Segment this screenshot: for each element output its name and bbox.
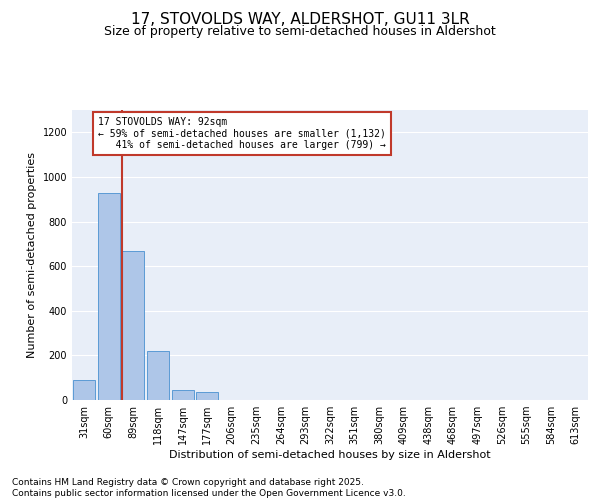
Bar [147, 351, 169, 400]
Bar [172, 390, 194, 400]
Text: Size of property relative to semi-detached houses in Aldershot: Size of property relative to semi-detach… [104, 25, 496, 38]
Y-axis label: Number of semi-detached properties: Number of semi-detached properties [27, 152, 37, 358]
Bar [98, 192, 120, 400]
X-axis label: Distribution of semi-detached houses by size in Aldershot: Distribution of semi-detached houses by … [169, 450, 491, 460]
Text: Contains HM Land Registry data © Crown copyright and database right 2025.
Contai: Contains HM Land Registry data © Crown c… [12, 478, 406, 498]
Text: 17 STOVOLDS WAY: 92sqm
← 59% of semi-detached houses are smaller (1,132)
   41% : 17 STOVOLDS WAY: 92sqm ← 59% of semi-det… [98, 116, 386, 150]
Text: 17, STOVOLDS WAY, ALDERSHOT, GU11 3LR: 17, STOVOLDS WAY, ALDERSHOT, GU11 3LR [131, 12, 469, 28]
Bar [122, 250, 145, 400]
Bar [196, 392, 218, 400]
Bar [73, 380, 95, 400]
